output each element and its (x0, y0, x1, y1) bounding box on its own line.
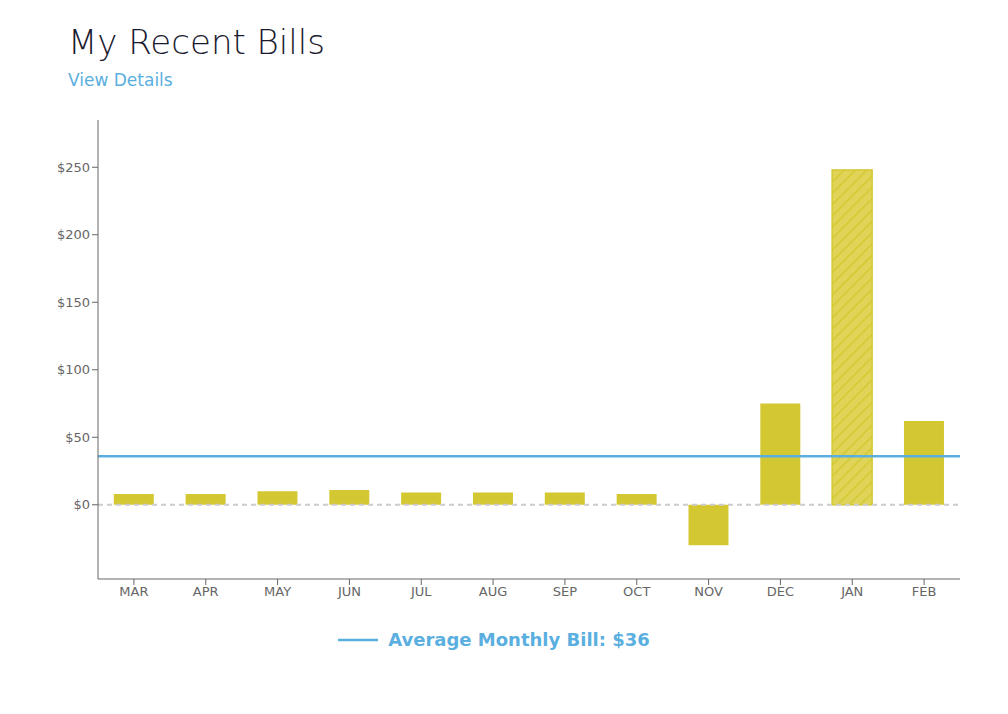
svg-text:OCT: OCT (623, 584, 650, 599)
svg-text:$150: $150 (57, 295, 90, 310)
svg-text:$0: $0 (73, 497, 90, 512)
svg-text:DEC: DEC (767, 584, 794, 599)
svg-text:$200: $200 (57, 227, 90, 242)
svg-text:$250: $250 (57, 160, 90, 175)
svg-text:MAY: MAY (264, 584, 291, 599)
svg-text:SEP: SEP (553, 584, 577, 599)
html-text:View Details: View Details (68, 70, 173, 90)
svg-text:NOV: NOV (694, 584, 723, 599)
svg-text:AUG: AUG (479, 584, 507, 599)
svg-text:JUL: JUL (410, 584, 432, 599)
html-text:Average Monthly Bill: $36: Average Monthly Bill: $36 (388, 629, 650, 650)
svg-text:JUN: JUN (337, 584, 361, 599)
svg-text:$50: $50 (65, 430, 90, 445)
svg-text:$100: $100 (57, 362, 90, 377)
svg-text:JAN: JAN (840, 584, 863, 599)
svg-text:FEB: FEB (912, 584, 937, 599)
svg-text:MAR: MAR (119, 584, 148, 599)
svg-text:APR: APR (193, 584, 219, 599)
html-text:My Recent Bills: My Recent Bills (68, 22, 325, 62)
